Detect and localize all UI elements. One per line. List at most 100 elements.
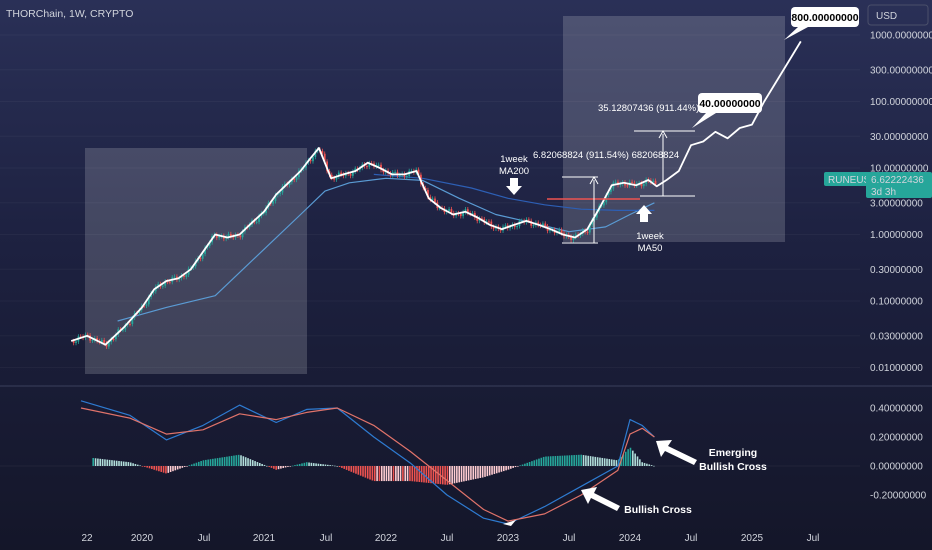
macd-histogram-bar xyxy=(240,455,242,466)
candle-body xyxy=(173,276,176,278)
candle-body xyxy=(560,229,563,234)
target1-bubble-tail xyxy=(692,113,716,128)
macd-histogram-bar xyxy=(289,466,292,467)
candle-body xyxy=(110,338,113,343)
macd-histogram-bar xyxy=(226,456,228,466)
macd-histogram-bar xyxy=(575,454,578,466)
macd-histogram-bar xyxy=(524,463,526,466)
candle-body xyxy=(549,229,551,231)
macd-histogram-bar xyxy=(216,458,219,466)
macd-histogram-bar xyxy=(322,464,324,466)
macd-histogram-bar xyxy=(266,465,268,467)
macd-histogram-bar xyxy=(566,455,568,466)
macd-histogram-bar xyxy=(481,466,484,478)
macd-histogram-bar xyxy=(404,466,407,482)
price-tag-value-bg xyxy=(866,172,932,198)
candle-body xyxy=(619,183,622,186)
macd-histogram-bar xyxy=(643,462,646,466)
candle-body xyxy=(448,209,450,212)
candle-body xyxy=(229,234,232,237)
macd-histogram-bar xyxy=(467,466,470,481)
candle-body xyxy=(272,201,275,204)
macd-histogram-bar xyxy=(261,463,263,466)
candle-body xyxy=(504,225,507,227)
emerging-cross-arrow xyxy=(656,440,697,465)
macd-histogram-bar xyxy=(505,466,507,471)
macd-histogram-bar xyxy=(615,460,618,466)
macd-histogram-bar xyxy=(230,455,233,466)
target2-label: 800.00000000 xyxy=(791,12,858,24)
macd-histogram-bar xyxy=(136,464,139,466)
macd-histogram-bar xyxy=(477,466,479,479)
macd-histogram-bar xyxy=(629,447,632,466)
candle-body xyxy=(262,212,265,214)
candle-body xyxy=(492,226,495,229)
candle-body xyxy=(588,224,591,233)
candle-body xyxy=(295,177,298,180)
macd-histogram-bar xyxy=(585,455,587,466)
candle-body xyxy=(143,305,145,307)
macd-histogram-bar xyxy=(434,466,437,484)
macd-histogram-bar xyxy=(484,466,486,477)
macd-histogram-bar xyxy=(380,466,383,482)
candle-body xyxy=(312,156,314,162)
macd-histogram-bar xyxy=(460,466,463,482)
candle-body xyxy=(614,181,617,183)
candle-body xyxy=(382,169,385,173)
macd-histogram-bar xyxy=(362,466,364,477)
candle-body xyxy=(377,164,380,166)
macd-histogram-bar xyxy=(514,466,517,468)
currency-button[interactable]: USD xyxy=(867,4,929,26)
macd-histogram-bar xyxy=(582,455,585,466)
macd-histogram-bar xyxy=(247,458,249,466)
candle-body xyxy=(164,281,167,286)
candle-body xyxy=(274,195,277,202)
candle-body xyxy=(593,217,596,220)
candle-body xyxy=(215,234,218,238)
macd-histogram-bar xyxy=(413,466,416,482)
macd-histogram-bar xyxy=(632,450,634,466)
macd-histogram-bar xyxy=(486,466,489,477)
candle-body xyxy=(537,222,540,225)
candle-body xyxy=(471,213,474,215)
macd-histogram-bar xyxy=(235,455,238,466)
macd-pane: Emerging Bullish Cross Bullish Cross xyxy=(0,400,860,526)
macd-histogram-bar xyxy=(134,463,137,466)
candle-body xyxy=(417,169,420,175)
macd-histogram-bar xyxy=(479,466,482,478)
macd-histogram-bar xyxy=(132,463,134,466)
candle-body xyxy=(283,183,286,187)
macd-histogram-bar xyxy=(329,465,331,466)
macd-histogram-bar xyxy=(162,466,165,473)
small-marker-arrow xyxy=(503,520,516,526)
candle-body xyxy=(183,275,185,277)
macd-histogram-bar xyxy=(355,466,357,474)
macd-histogram-bar xyxy=(176,466,179,470)
price-projection-line xyxy=(70,40,802,346)
candle-body xyxy=(595,211,598,218)
highlight-box-2024 xyxy=(563,16,785,242)
candle-body xyxy=(394,171,397,173)
macd-histogram-bar xyxy=(291,465,294,467)
price-tag-symbol: RUNEUSD xyxy=(828,175,877,186)
target2-bubble-tail xyxy=(784,27,808,40)
macd-histogram-bar xyxy=(502,466,505,472)
candle-body xyxy=(462,212,465,217)
macd-histogram-bar xyxy=(129,462,132,466)
macd-histogram-bar xyxy=(336,466,338,467)
time-tick-label: 2024 xyxy=(619,533,642,544)
macd-histogram-bar xyxy=(519,465,521,466)
macd-histogram-bar xyxy=(139,465,141,467)
macd-histogram-bar xyxy=(181,466,184,468)
chart-title: THORChain, 1W, CRYPTO xyxy=(6,8,133,20)
candle-body xyxy=(607,191,610,195)
candle-body xyxy=(403,173,406,177)
candle-body xyxy=(255,221,258,223)
macd-histogram-bar xyxy=(646,463,648,466)
macd-histogram-bar xyxy=(542,456,545,466)
macd-histogram-bar xyxy=(653,465,655,467)
macd-histogram-bar xyxy=(594,456,597,466)
candle-body xyxy=(574,234,577,237)
macd-histogram-bar xyxy=(432,466,435,484)
